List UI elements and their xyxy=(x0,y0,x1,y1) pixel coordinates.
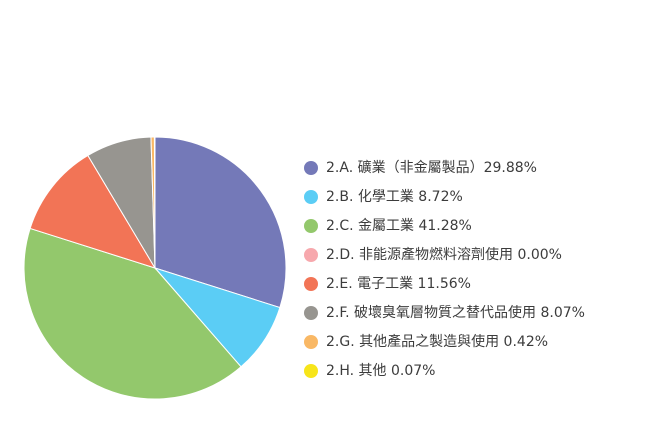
pie-slices xyxy=(23,136,287,400)
legend-label: 2.H. 其他 0.07% xyxy=(326,363,436,379)
legend-marker xyxy=(304,190,318,204)
pie-slice-4 xyxy=(29,154,157,269)
pie-slice-2 xyxy=(23,227,242,400)
legend-label: 2.G. 其他產品之製造與使用 0.42% xyxy=(326,334,549,350)
legend-label: 2.F. 破壞臭氧層物質之替代品使用 8.07% xyxy=(326,305,585,321)
legend-item-3[interactable]: 2.D. 非能源產物燃料溶劑使用 0.00% xyxy=(304,243,585,272)
legend-marker xyxy=(304,335,318,349)
legend-item-1[interactable]: 2.B. 化學工業 8.72% xyxy=(304,185,585,214)
legend-item-7[interactable]: 2.H. 其他 0.07% xyxy=(304,359,585,388)
legend-marker xyxy=(304,248,318,262)
legend-label: 2.A. 礦業（非金屬製品）29.88% xyxy=(326,160,537,176)
legend-label: 2.B. 化學工業 8.72% xyxy=(326,189,463,205)
legend-label: 2.E. 電子工業 11.56% xyxy=(326,276,471,292)
legend-marker xyxy=(304,219,318,233)
legend-item-4[interactable]: 2.E. 電子工業 11.56% xyxy=(304,272,585,301)
legend-item-5[interactable]: 2.F. 破壞臭氧層物質之替代品使用 8.07% xyxy=(304,301,585,330)
legend-marker xyxy=(304,364,318,378)
legend-marker xyxy=(304,277,318,291)
legend-item-6[interactable]: 2.G. 其他產品之製造與使用 0.42% xyxy=(304,330,585,359)
pie-slice-7 xyxy=(153,136,156,269)
chart-legend: 2.A. 礦業（非金屬製品）29.88% 2.B. 化學工業 8.72% 2.C. … xyxy=(304,156,585,388)
legend-marker xyxy=(304,161,318,175)
legend-marker xyxy=(304,306,318,320)
legend-item-2[interactable]: 2.C. 金屬工業 41.28% xyxy=(304,214,585,243)
legend-label: 2.D. 非能源產物燃料溶劑使用 0.00% xyxy=(326,247,562,263)
pie-slice-0 xyxy=(154,136,287,309)
legend-label: 2.C. 金屬工業 41.28% xyxy=(326,218,472,234)
legend-item-0[interactable]: 2.A. 礦業（非金屬製品）29.88% xyxy=(304,156,585,185)
